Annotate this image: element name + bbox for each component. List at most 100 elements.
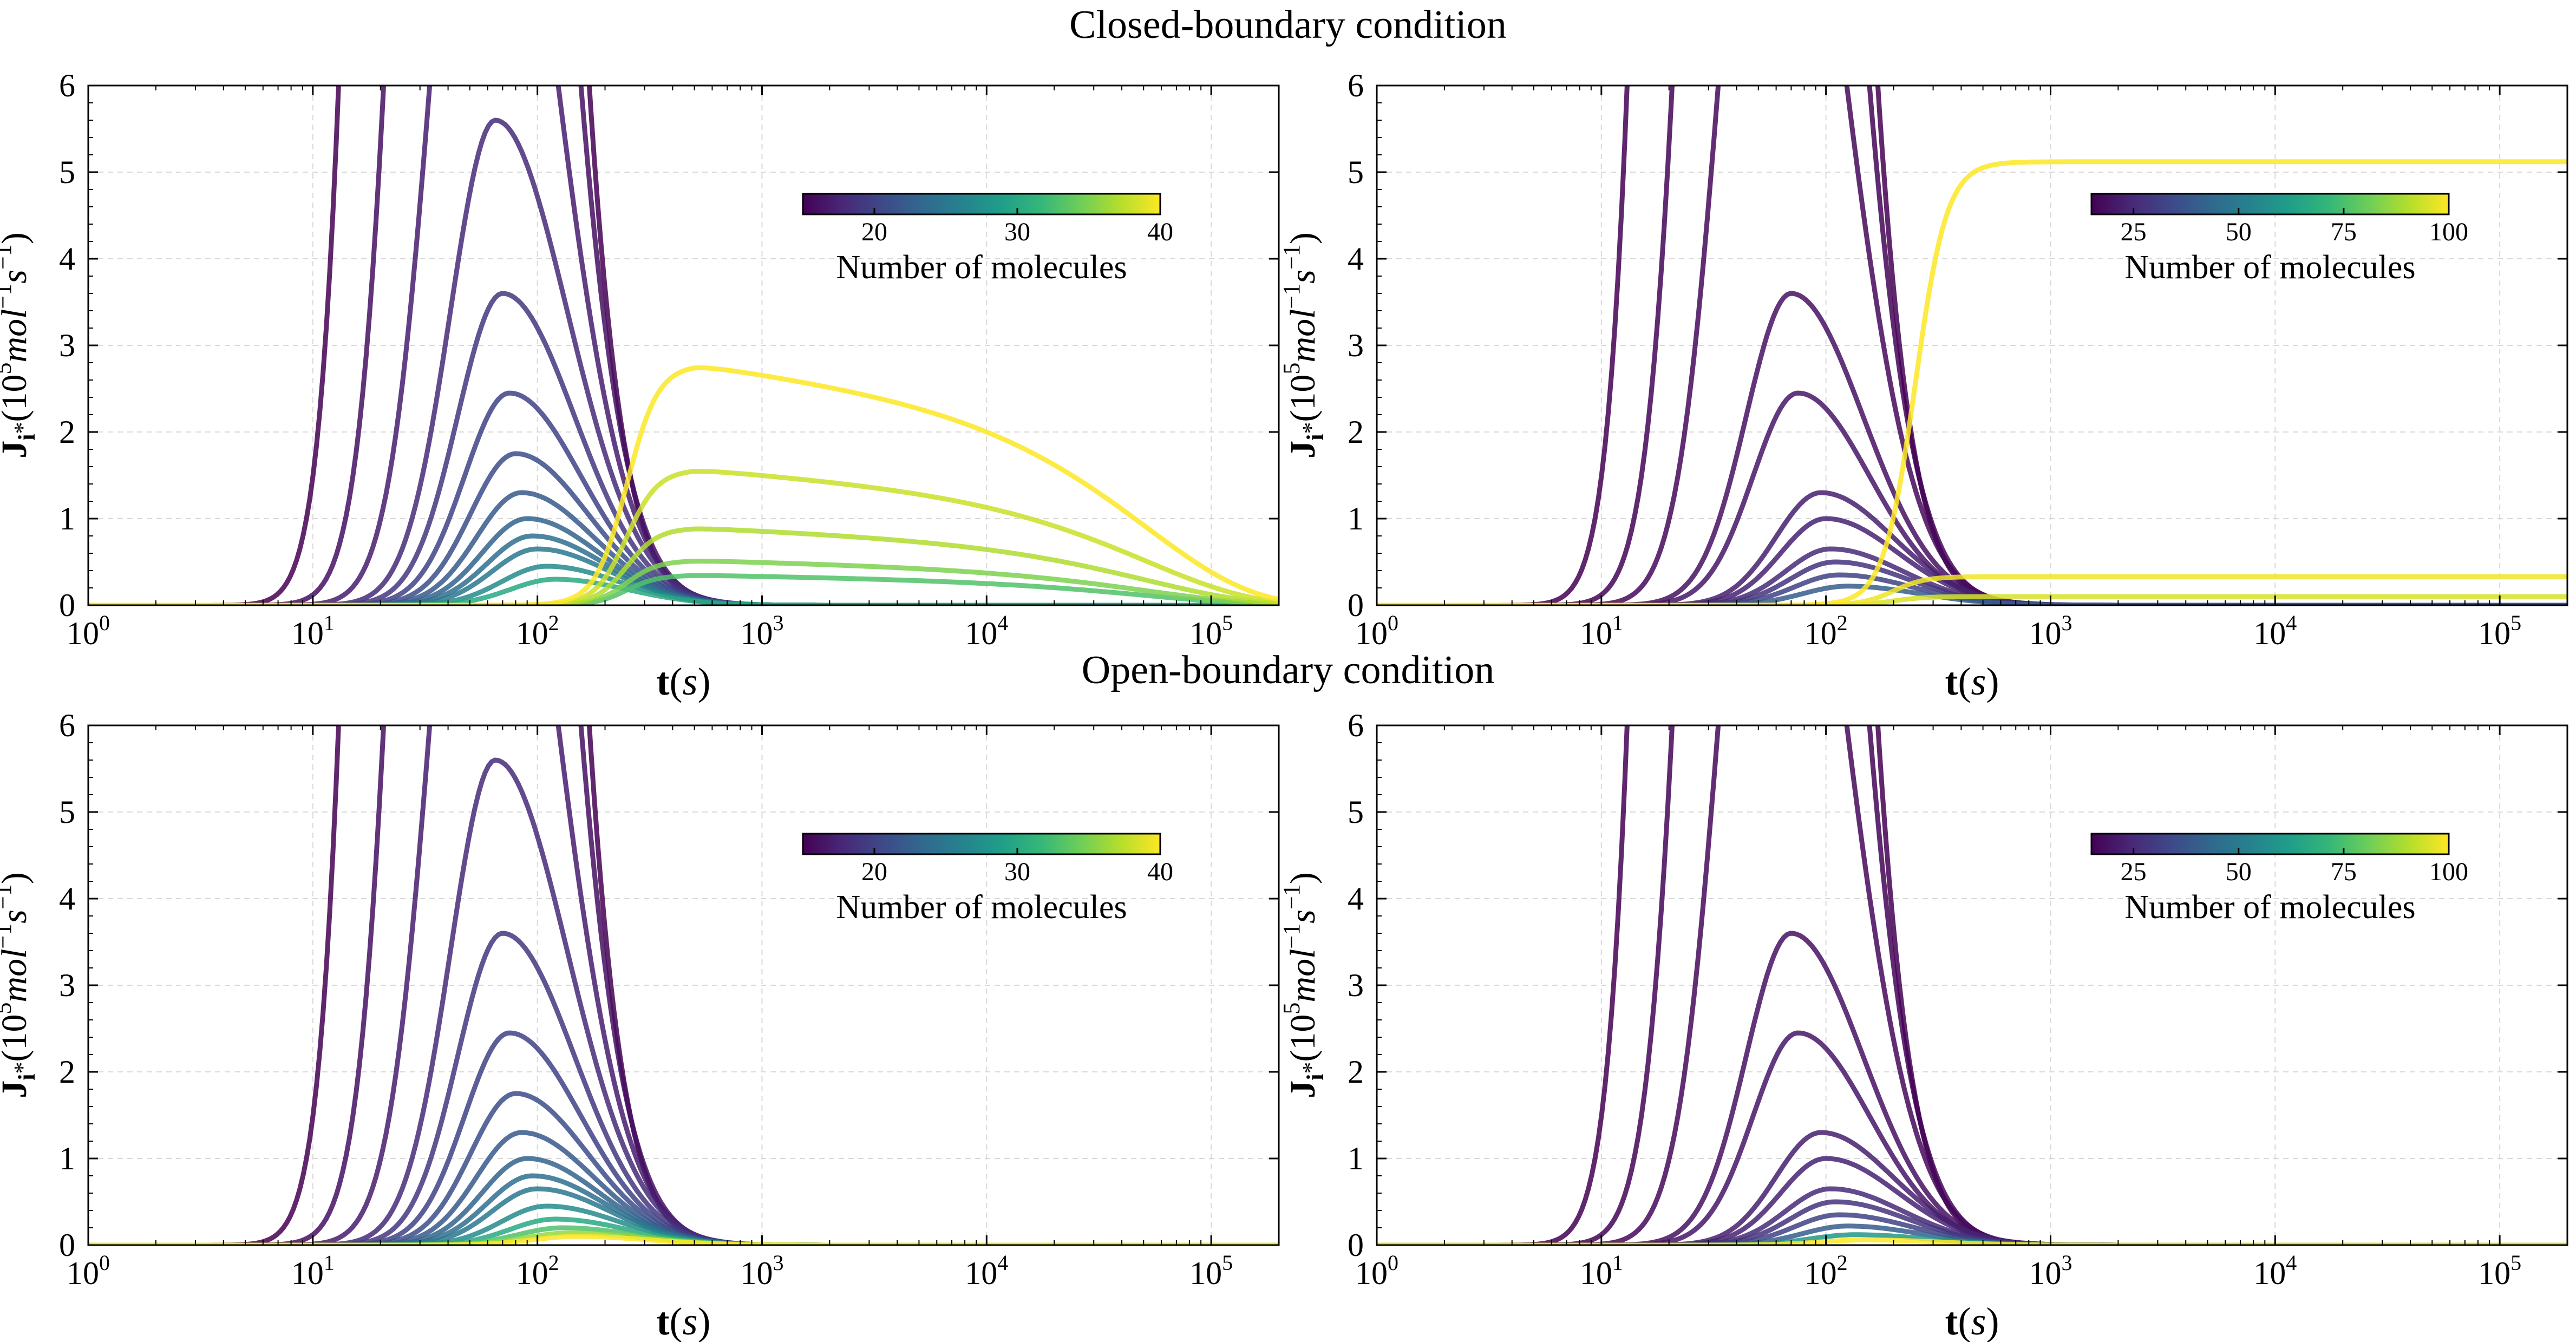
x-axis-label: t(s) xyxy=(1945,660,1999,703)
y-tick-label: 6 xyxy=(1348,68,1364,103)
x-tick-label: 102 xyxy=(1804,1251,1848,1291)
series-line-18 xyxy=(88,365,1279,605)
x-tick-label: 105 xyxy=(1189,611,1233,651)
series-group xyxy=(1377,725,2567,1245)
series-line-16 xyxy=(88,1234,1279,1245)
series-line-14 xyxy=(1377,159,2567,605)
y-tick-label: 4 xyxy=(1348,241,1364,277)
colorbar-tick-label: 75 xyxy=(2331,857,2357,886)
y-tick-label: 5 xyxy=(59,154,75,190)
series-line-15 xyxy=(88,559,1279,605)
y-tick-label: 3 xyxy=(1348,967,1364,1003)
series-line-14 xyxy=(88,573,1279,605)
colorbar-label: Number of molecules xyxy=(2124,249,2415,286)
series-line-3 xyxy=(1377,86,2567,605)
series-line-2 xyxy=(1377,86,2567,605)
series-line-12 xyxy=(1377,594,2567,605)
x-tick-label: 101 xyxy=(291,611,335,651)
y-tick-label: 3 xyxy=(59,328,75,363)
open-boundary-title: Open-boundary condition xyxy=(1081,648,1495,692)
chart-panel-4: 100 101 102 103 104 105 0 1 2 3 4 5 6 t(s) Ji*(105mol−… xyxy=(1278,708,2568,1342)
x-tick-label: 103 xyxy=(2029,611,2072,651)
colorbar-tick-label: 30 xyxy=(1004,218,1030,246)
y-axis-label: Ji*(105mol−1s−1) xyxy=(0,232,40,459)
series-line-13 xyxy=(1377,574,2567,605)
series-line-5 xyxy=(1377,390,2567,605)
x-tick-label: 103 xyxy=(740,1251,783,1291)
series-group xyxy=(88,725,1279,1245)
x-tick-label: 105 xyxy=(2478,1251,2521,1291)
colorbar-tick-label: 100 xyxy=(2429,857,2468,886)
y-tick-label: 1 xyxy=(1348,501,1364,536)
series-line-2 xyxy=(88,86,1279,605)
x-axis-label: t(s) xyxy=(657,1300,711,1342)
series-line-11 xyxy=(1377,584,2567,605)
series-line-2 xyxy=(88,725,1279,1245)
colorbar xyxy=(2090,193,2450,215)
x-axis-label: t(s) xyxy=(657,660,711,703)
y-tick-label: 0 xyxy=(1348,1227,1364,1263)
colorbar xyxy=(802,833,1161,855)
colorbar-tick-label: 20 xyxy=(861,857,887,886)
y-tick-label: 2 xyxy=(1348,1054,1364,1090)
x-tick-label: 102 xyxy=(1804,611,1848,651)
series-line-5 xyxy=(1377,1030,2567,1245)
series-line-1 xyxy=(88,86,1279,605)
colorbar-tick-label: 25 xyxy=(2121,218,2147,246)
x-tick-label: 101 xyxy=(291,1251,335,1291)
series-line-1 xyxy=(1377,725,2567,1245)
colorbar-label: Number of molecules xyxy=(836,249,1127,286)
series-line-3 xyxy=(1377,725,2567,1245)
y-tick-label: 3 xyxy=(1348,328,1364,363)
series-line-5 xyxy=(88,931,1279,1245)
colorbar-label: Number of molecules xyxy=(2124,889,2415,926)
series-line-1 xyxy=(1377,86,2567,605)
chart-panel-3: 1001011021031041050123456t(s)Ji*(105mol−… xyxy=(0,708,1280,1342)
series-line-3 xyxy=(88,725,1279,1245)
x-tick-label: 102 xyxy=(516,611,559,651)
y-tick-label: 4 xyxy=(59,241,75,277)
y-tick-label: 5 xyxy=(1348,794,1364,830)
series-line-6 xyxy=(88,390,1279,605)
series-line-7 xyxy=(1377,516,2567,605)
x-tick-label: 103 xyxy=(2029,1251,2072,1291)
series-line-1 xyxy=(88,725,1279,1245)
x-axis-label: t(s) xyxy=(1945,1300,1999,1342)
y-tick-label: 1 xyxy=(1348,1141,1364,1176)
colorbar-tick-label: 40 xyxy=(1147,218,1173,246)
y-tick-label: 3 xyxy=(59,967,75,1003)
x-tick-label: 105 xyxy=(1189,1251,1233,1291)
series-line-4 xyxy=(1377,291,2567,605)
y-tick-label: 0 xyxy=(59,1227,75,1263)
y-tick-label: 4 xyxy=(59,881,75,917)
y-tick-label: 5 xyxy=(59,794,75,830)
series-line-16 xyxy=(88,526,1279,605)
x-tick-label: 104 xyxy=(2253,1251,2297,1291)
y-tick-label: 6 xyxy=(59,708,75,743)
series-line-2 xyxy=(1377,725,2567,1245)
y-tick-label: 0 xyxy=(1348,587,1364,623)
colorbar-tick-label: 40 xyxy=(1147,857,1173,886)
series-group xyxy=(1377,86,2567,605)
series-line-7 xyxy=(1377,1156,2567,1245)
colorbar xyxy=(2090,833,2450,855)
colorbar-tick-label: 50 xyxy=(2226,218,2252,246)
y-tick-label: 2 xyxy=(59,414,75,450)
x-tick-label: 100 xyxy=(1355,1251,1398,1291)
x-tick-label: 104 xyxy=(2253,611,2297,651)
colorbar xyxy=(802,193,1161,215)
colorbar-tick-label: 100 xyxy=(2429,218,2468,246)
series-line-4 xyxy=(88,117,1279,605)
colorbar-label: Number of molecules xyxy=(836,889,1127,926)
y-tick-label: 6 xyxy=(59,68,75,103)
colorbar-tick-label: 20 xyxy=(861,218,887,246)
y-tick-label: 4 xyxy=(1348,881,1364,917)
series-group xyxy=(88,86,1279,605)
closed-boundary-title: Closed-boundary condition xyxy=(1069,3,1507,47)
series-line-4 xyxy=(88,757,1279,1245)
chart-panel-1: 1001011021031041050123456t(s)Ji*(105mol−… xyxy=(0,68,1280,703)
series-line-17 xyxy=(88,469,1279,605)
x-tick-label: 105 xyxy=(2478,611,2521,651)
colorbar-tick-label: 50 xyxy=(2226,857,2252,886)
colorbar-tick-label: 30 xyxy=(1004,857,1030,886)
